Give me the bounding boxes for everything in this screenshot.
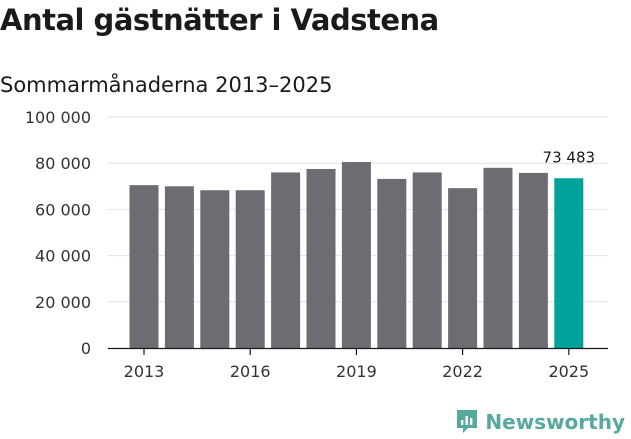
newsworthy-brand: Newsworthy bbox=[455, 409, 625, 435]
bar-2017 bbox=[271, 172, 301, 348]
bar-2018 bbox=[306, 168, 336, 348]
data-label-2025: 73 483 bbox=[543, 148, 596, 166]
bar-2016 bbox=[235, 190, 265, 348]
bar-2015 bbox=[200, 190, 230, 348]
y-tick-label: 20 000 bbox=[35, 293, 91, 312]
y-tick-label: 40 000 bbox=[35, 247, 91, 266]
newsworthy-logo-icon bbox=[457, 410, 478, 433]
x-tick-label: 2013 bbox=[124, 362, 165, 381]
x-tick-label: 2025 bbox=[548, 362, 589, 381]
y-tick-label: 80 000 bbox=[35, 154, 91, 173]
brand-name: Newsworthy bbox=[485, 410, 625, 434]
bar-2025 bbox=[554, 178, 584, 348]
x-tick-label: 2016 bbox=[230, 362, 271, 381]
bar-2022 bbox=[448, 188, 478, 348]
bar-2021 bbox=[412, 172, 442, 348]
bar-2013 bbox=[129, 185, 159, 348]
bar-2014 bbox=[164, 186, 194, 348]
y-tick-label: 100 000 bbox=[25, 108, 91, 127]
y-tick-label: 0 bbox=[81, 339, 91, 358]
y-tick-label: 60 000 bbox=[35, 200, 91, 219]
x-tick-label: 2019 bbox=[336, 362, 377, 381]
bar-2023 bbox=[483, 167, 513, 348]
chart-subtitle: Sommarmånaderna 2013–2025 bbox=[0, 73, 333, 97]
bar-2024 bbox=[518, 172, 548, 348]
bar-2019 bbox=[341, 162, 371, 348]
x-tick-label: 2022 bbox=[442, 362, 483, 381]
chart-title: Antal gästnätter i Vadstena bbox=[0, 3, 439, 37]
bar-2020 bbox=[377, 178, 407, 348]
